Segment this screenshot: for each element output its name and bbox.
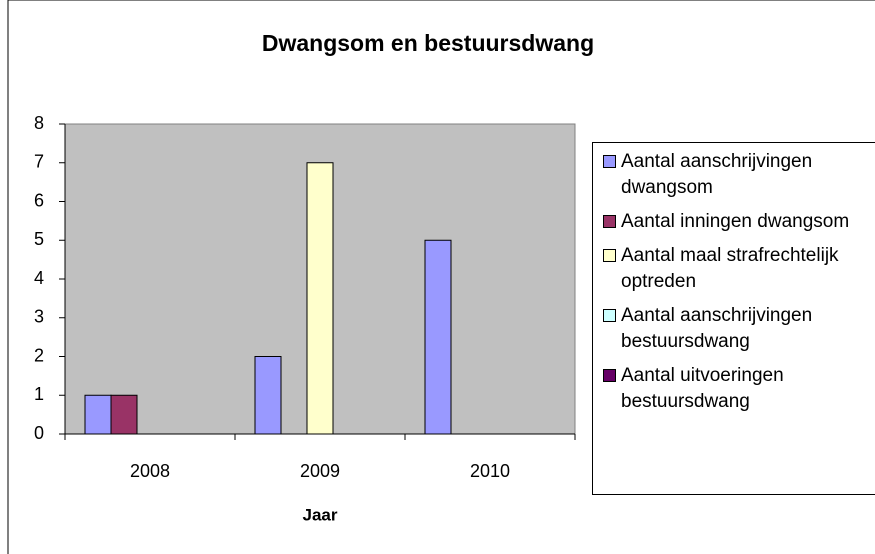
bar [84,394,112,435]
y-tick-label: 1 [34,384,44,404]
y-tick-label: 3 [34,307,44,327]
y-tick-label: 4 [34,268,44,288]
bar [306,162,334,435]
legend-swatch [603,369,616,382]
y-tick-label: 2 [34,345,44,365]
legend-label: Aantal uitvoeringen bestuursdwang [621,365,784,412]
y-tick-label: 7 [34,152,44,172]
legend-item: Aantal aanschrijvingen dwangsom [603,149,875,201]
x-tick-label: 2010 [470,461,510,481]
x-axis-label: Jaar [303,505,338,524]
bar [254,356,282,435]
legend-item: Aantal aanschrijvingen bestuursdwang [603,303,875,355]
legend-label: Aantal aanschrijvingen dwangsom [621,151,813,198]
legend-swatch [603,215,616,228]
x-tick-label: 2008 [130,461,170,481]
chart-title: Dwangsom en bestuursdwang [262,30,594,56]
y-tick-label: 0 [34,423,44,443]
legend-label: Aantal aanschrijvingen bestuursdwang [621,305,813,352]
y-tick-label: 6 [34,190,44,210]
y-tick-label: 5 [34,229,44,249]
x-tick-label: 2009 [300,461,340,481]
y-tick-label: 8 [34,113,44,133]
legend-item: Aantal inningen dwangsom [603,209,875,235]
legend-item: Aantal maal strafrechtelijk optreden [603,243,875,295]
legend: Aantal aanschrijvingen dwangsom Aantal in… [592,142,875,495]
legend-swatch [603,249,616,262]
bar [110,394,138,435]
legend-item: Aantal uitvoeringen bestuursdwang [603,363,875,415]
legend-swatch [603,155,616,168]
legend-swatch [603,309,616,322]
legend-label: Aantal maal strafrechtelijk optreden [621,245,839,292]
legend-label: Aantal inningen dwangsom [621,211,850,232]
bar [424,239,452,435]
